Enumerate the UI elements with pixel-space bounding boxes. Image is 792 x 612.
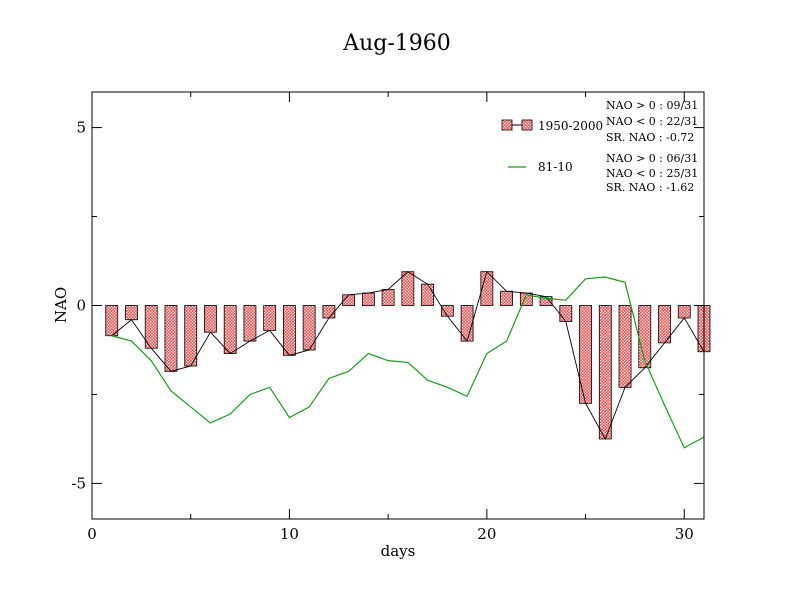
bar-day-25 <box>579 305 592 404</box>
chart-title: Aug-1960 <box>342 31 451 56</box>
x-tick-label: 30 <box>675 525 694 543</box>
x-tick-label: 20 <box>477 525 496 543</box>
series-line-1950-2000 <box>111 270 705 441</box>
lines-layer <box>111 270 705 449</box>
bar-day-17 <box>421 283 435 306</box>
bars-layer <box>105 271 711 440</box>
legend-label-81-10: 81-10 <box>538 160 573 174</box>
x-tick-label: 10 <box>280 525 299 543</box>
x-tick-label: 0 <box>87 525 97 543</box>
y-tick-label: 5 <box>76 119 86 137</box>
bar-day-12 <box>322 305 336 319</box>
bar-day-24 <box>559 305 573 322</box>
stat-obs-sr: SR. NAO : -0.72 <box>606 131 694 144</box>
bar-day-8 <box>243 305 257 342</box>
bar-day-26 <box>598 305 612 440</box>
legend-label-1950-2000: 1950-2000 <box>538 119 603 133</box>
bar-day-1 <box>105 305 119 337</box>
y-tick-label: 0 <box>76 297 86 315</box>
bar-day-20 <box>480 271 494 306</box>
stat-obs-positive: NAO > 0 : 09/31 <box>606 99 698 112</box>
bar-day-2 <box>125 305 138 321</box>
bar-day-6 <box>204 305 217 333</box>
bar-day-21 <box>500 290 513 306</box>
bar-day-5 <box>184 305 198 367</box>
stat-clim-sr: SR. NAO : -1.62 <box>606 181 694 194</box>
stat-clim-negative: NAO < 0 : 25/31 <box>606 167 698 180</box>
legend-swatch-bar-1 <box>501 119 513 131</box>
bar-day-7 <box>223 305 237 354</box>
legend: 1950-2000 81-10 NAO > 0 : 09/31 NAO < 0 … <box>501 99 698 194</box>
ticks-layer: 0 10 20 30 -5 0 5 <box>71 92 704 543</box>
stat-obs-negative: NAO < 0 : 22/31 <box>606 115 698 128</box>
y-tick-label: -5 <box>71 474 86 492</box>
bar-day-16 <box>401 271 415 306</box>
y-axis-label: NAO <box>52 287 70 323</box>
legend-swatch-bar-2 <box>521 119 533 131</box>
bar-day-18 <box>440 305 454 317</box>
bar-day-27 <box>618 305 632 388</box>
bar-day-10 <box>283 305 296 356</box>
bar-day-14 <box>361 292 375 306</box>
stat-clim-positive: NAO > 0 : 06/31 <box>606 152 698 165</box>
bar-day-15 <box>381 289 395 306</box>
bar-day-4 <box>164 305 178 372</box>
series-line-81-10 <box>111 276 705 449</box>
x-axis-label: days <box>381 542 416 560</box>
bar-day-9 <box>263 305 277 331</box>
bar-day-30 <box>677 305 691 319</box>
